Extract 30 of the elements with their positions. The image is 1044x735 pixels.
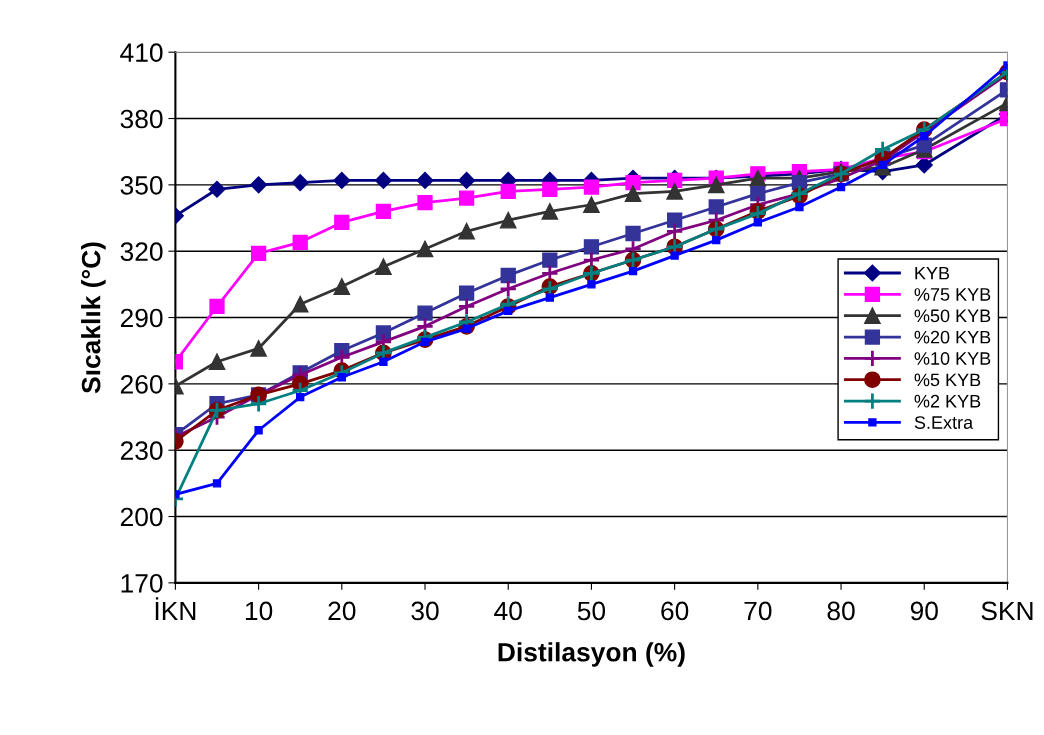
y-tick-label: 290 (120, 308, 163, 328)
legend-label: KYB (915, 266, 950, 280)
x-tick-label: 50 (577, 601, 606, 621)
legend-label: %50 KYB (914, 309, 991, 323)
legend-label: %20 KYB (914, 330, 991, 344)
x-tick-label: 10 (245, 601, 273, 621)
y-tick-label: 380 (120, 109, 163, 129)
x-axis-title: Distilasyon (%) (498, 642, 685, 667)
x-tick-label: 40 (494, 601, 522, 621)
y-tick-label: 260 (120, 374, 163, 394)
y-tick-label: 350 (120, 175, 163, 195)
x-tick-label: 30 (411, 601, 439, 621)
legend-label: %5 KYB (914, 373, 981, 387)
y-tick-label: 200 (120, 507, 163, 527)
y-axis-title: Sıcaklık (°C) (81, 242, 106, 394)
y-tick-label: 170 (121, 573, 163, 593)
y-tick-label: 320 (120, 242, 163, 262)
legend-label: %75 KYB (914, 288, 991, 301)
legend-label: S.Extra (914, 416, 974, 429)
y-tick-label: 230 (120, 441, 163, 461)
x-tick-label: SKN (981, 601, 1033, 621)
y-tick-label: 410 (120, 43, 163, 63)
legend-label: %10 KYB (914, 352, 991, 365)
x-tick-label: 20 (328, 601, 356, 621)
x-tick-label: 80 (827, 601, 855, 621)
x-tick-label: 90 (910, 601, 938, 621)
x-tick-label: 60 (661, 601, 689, 621)
x-tick-label: İKN (155, 597, 196, 621)
x-tick-label: 70 (744, 601, 772, 621)
legend-label: %2 KYB (914, 394, 981, 408)
